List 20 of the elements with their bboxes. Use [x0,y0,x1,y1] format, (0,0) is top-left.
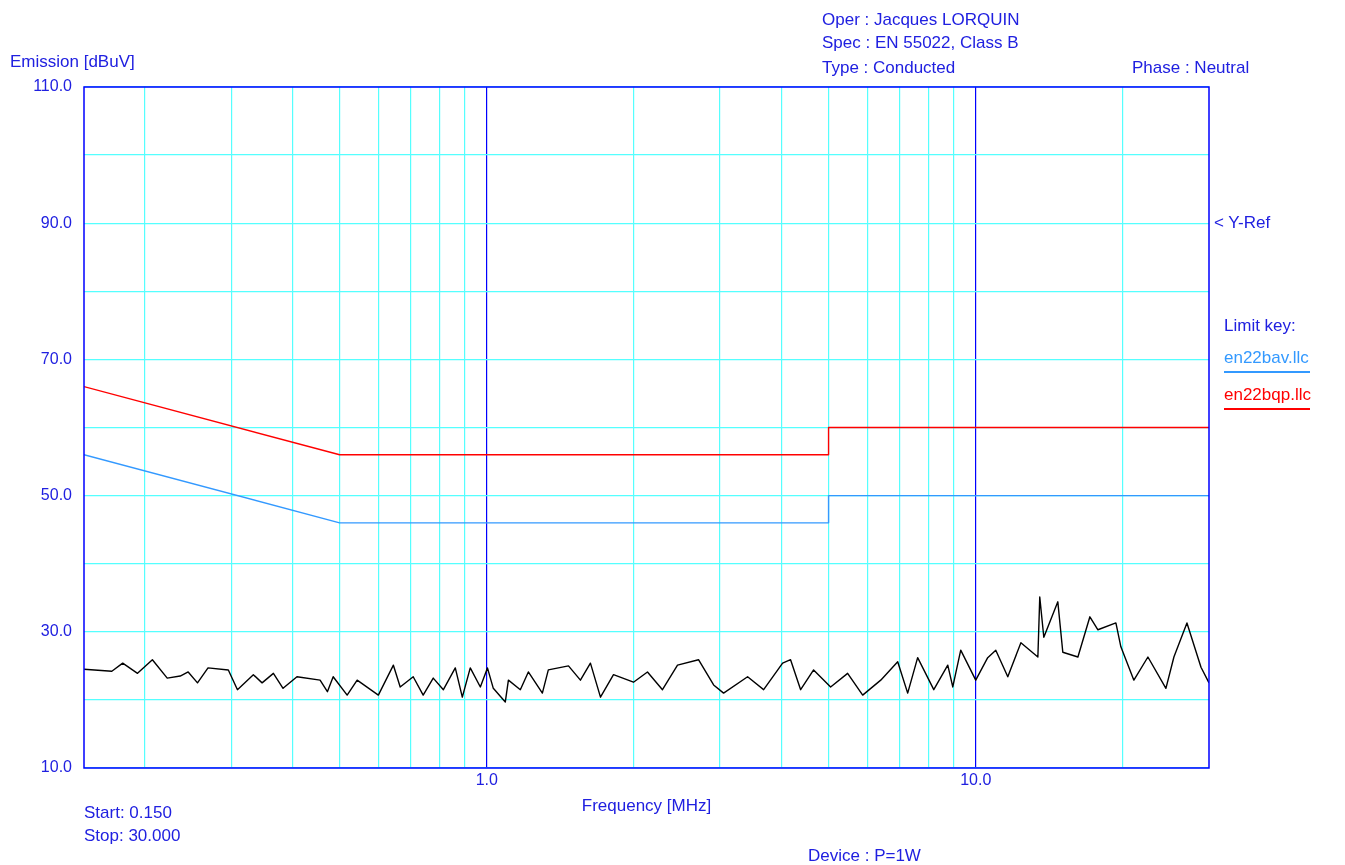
series-label: en22bqp.llc [1224,385,1311,410]
y-tick-label: 10.0 [40,758,73,776]
y-tick-label: 50.0 [40,486,73,504]
text: Phase : Neutral [1132,58,1250,78]
y-tick-label: 110.0 [33,77,73,95]
y-tick-label: 30.0 [40,622,73,640]
text: Stop: 30.000 [84,826,181,846]
y-tick-label: 70.0 [40,349,73,367]
text: Type : Conducted [822,58,956,78]
text: en22bav.llc [1224,348,1310,373]
text: Device : P=1W [808,846,921,865]
x-tick-label: 1.0 [475,771,499,789]
text: Oper : Jacques LORQUIN [822,10,1020,30]
x-axis-title: Frequency [MHz] [581,796,712,816]
text: < Y-Ref [1214,213,1271,233]
text: Spec : EN 55022, Class B [822,33,1019,53]
y-axis-title: Emission [dBuV] [10,52,135,72]
y-tick-label: 90.0 [40,213,73,231]
text: Start: 0.150 [84,803,172,823]
legend-title: Limit key: [1224,316,1297,336]
